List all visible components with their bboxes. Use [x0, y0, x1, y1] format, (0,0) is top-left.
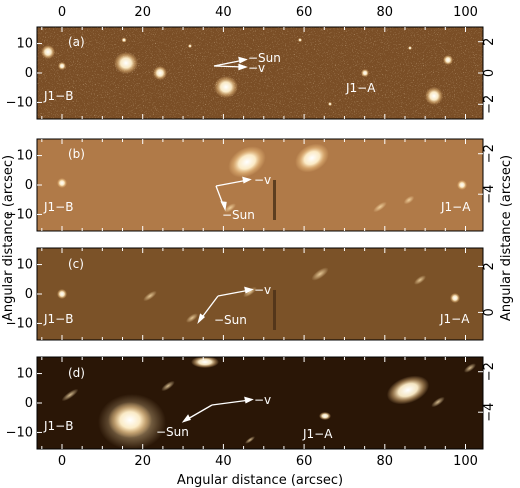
bottom-tick-label: 100: [453, 454, 478, 469]
panel-b-arrows: [215, 176, 252, 212]
panel-d-tag: (d): [68, 366, 85, 380]
right-tick-label: −2: [482, 144, 497, 163]
left-tick-label: 10: [16, 367, 33, 382]
panel-a-noise: [37, 27, 483, 119]
bottom-tick-label: 0: [58, 454, 66, 469]
panel-c-arrows: [197, 286, 254, 324]
panel-d-v-label: −v: [254, 393, 271, 407]
left-tick-label: 0: [25, 178, 33, 193]
left-tick-label: −10: [6, 207, 33, 222]
panel-d: [37, 357, 483, 449]
left-tick-label: 0: [25, 66, 33, 81]
y-axis-title-right: Angular distance (arcsec): [499, 155, 514, 321]
left-tick-label: 0: [25, 396, 33, 411]
bottom-tick-label: 40: [215, 454, 232, 469]
x-axis-title: Angular distance (arcsec): [177, 473, 343, 488]
panel-d-sun-label: −Sun: [156, 425, 189, 439]
left-tick-label: −10: [6, 425, 33, 440]
panel-c-v-label: −v: [254, 283, 271, 297]
left-tick-label: 10: [16, 258, 33, 273]
left-tick-label: 0: [25, 287, 33, 302]
right-tick-label: 2: [482, 262, 497, 270]
panel-b-target-b: J1−B: [43, 200, 73, 214]
panel-b-v-label: −v: [254, 173, 271, 187]
right-tick-label: −4: [482, 403, 497, 422]
panel-a-target-b: J1−B: [43, 89, 73, 103]
panel-c-target-b: J1−B: [43, 312, 73, 326]
right-tick-label: −2: [482, 362, 497, 381]
panel-a: [37, 27, 483, 119]
panel-c-background: [37, 248, 483, 340]
panel-c-target-a: J1−A: [439, 312, 470, 326]
panel-b-features: [57, 143, 467, 220]
bottom-tick-label: 20: [134, 454, 151, 469]
left-tick-label: 10: [16, 149, 33, 164]
panel-a-arrows: [213, 56, 248, 71]
right-tick-label: 0: [482, 69, 497, 77]
panel-a-stars: [41, 37, 453, 106]
panel-c-sun-label: −Sun: [214, 313, 247, 327]
top-tick-label: 40: [215, 5, 232, 20]
left-tick-label: 10: [16, 37, 33, 52]
bottom-tick-label: 80: [377, 454, 394, 469]
top-tick-label: 60: [296, 5, 313, 20]
panel-c-features: [57, 267, 460, 330]
top-axis-tick-labels: 0 20 40 60 80 100: [58, 5, 478, 20]
panel-b: [37, 139, 483, 231]
top-tick-label: 0: [58, 5, 66, 20]
panel-a-v-label: −v: [248, 61, 265, 75]
panel-d-target-a: J1−A: [302, 427, 333, 441]
panel-c: [37, 248, 483, 340]
panel-a-target-a: J1−A: [345, 81, 376, 95]
panel-a-sun-label: −Sun: [248, 51, 281, 65]
right-tick-label: 0: [482, 308, 497, 316]
bottom-tick-label: 60: [296, 454, 313, 469]
tick-marks: [37, 27, 483, 449]
top-tick-label: 80: [377, 5, 394, 20]
top-tick-label: 100: [453, 5, 478, 20]
right-axis-tick-labels: 2 0 −2 −2 −4 2 0 −2 −4: [482, 38, 497, 422]
panel-d-target-b: J1−B: [43, 419, 73, 433]
panel-b-target-a: J1−A: [440, 200, 471, 214]
left-axis-tick-labels: 10 0 −10 10 0 −10 10 0 −10 10 0 −10: [6, 37, 33, 441]
right-tick-label: 2: [482, 38, 497, 46]
panel-a-tag: (a): [68, 35, 85, 49]
panel-c-tag: (c): [68, 257, 84, 271]
left-tick-label: −10: [6, 316, 33, 331]
y-axis-title-left: Angular distance (arcsec): [1, 155, 16, 321]
bottom-axis-tick-labels: 0 20 40 60 80 100: [58, 454, 478, 469]
right-tick-label: −2: [482, 95, 497, 114]
top-tick-label: 20: [134, 5, 151, 20]
panel-d-features: [61, 357, 476, 449]
right-tick-label: −4: [482, 185, 497, 204]
panel-b-tag: (b): [68, 147, 85, 161]
panel-b-sun-label: −Sun: [222, 208, 255, 222]
panel-d-arrows: [181, 396, 254, 423]
left-tick-label: −10: [6, 95, 33, 110]
